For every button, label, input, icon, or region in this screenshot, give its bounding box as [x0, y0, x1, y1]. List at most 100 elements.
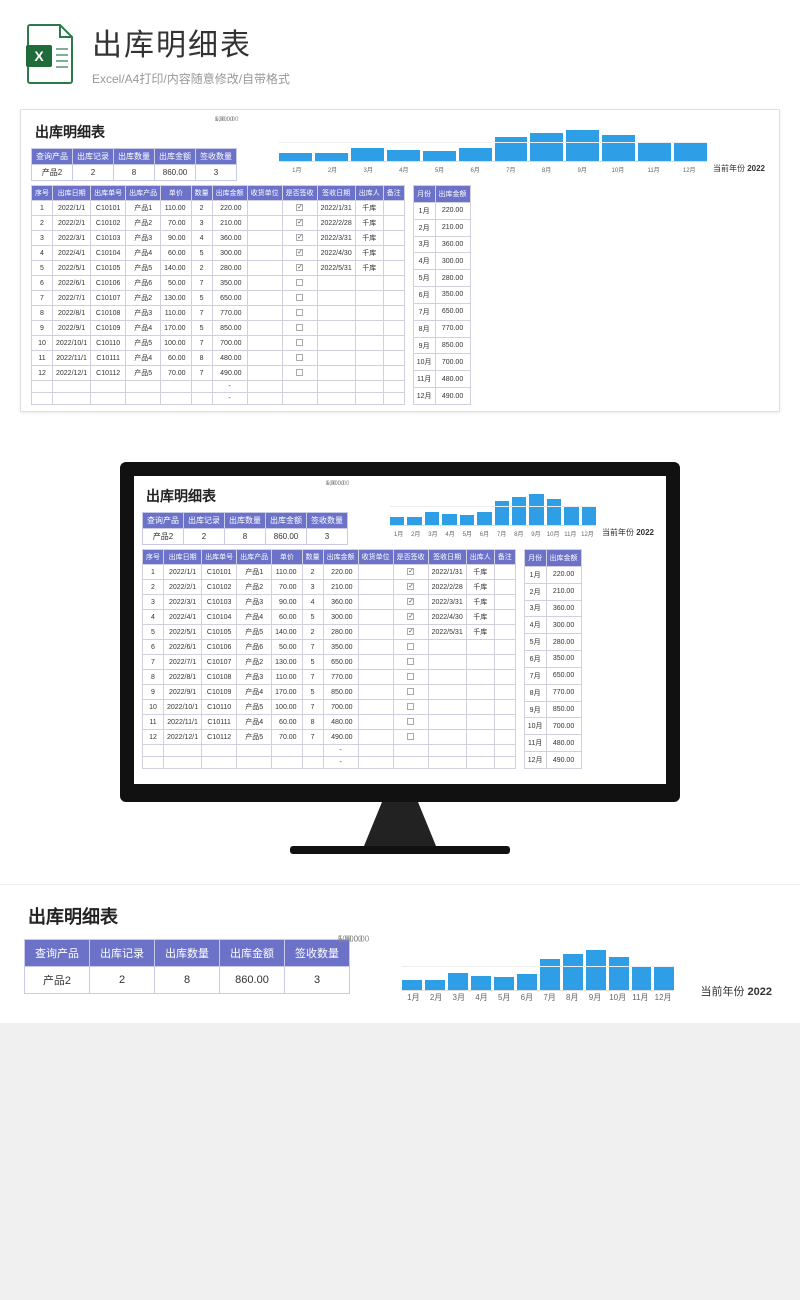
- year-tag: 当前年份 2022: [602, 527, 654, 538]
- chart-bar: [425, 980, 445, 990]
- table-row: 7月650.00: [524, 667, 581, 684]
- checkbox-icon: [407, 658, 414, 665]
- sheet-title: 出库明细表: [28, 903, 776, 929]
- checkbox-icon: [407, 598, 414, 605]
- checkbox-icon: [296, 354, 303, 361]
- table-row: 4月300.00: [524, 617, 581, 634]
- chart-bar: [638, 143, 671, 161]
- table-row: 62022/6/1C10106产品650.007350.00: [143, 640, 516, 655]
- chart-bar: [387, 150, 420, 161]
- checkbox-icon: [407, 568, 414, 575]
- checkbox-icon: [407, 733, 414, 740]
- table-row: 102022/10/1C10110产品5100.007700.00: [32, 336, 405, 351]
- table-row: 9月850.00: [413, 337, 470, 354]
- checkbox-icon: [296, 279, 303, 286]
- chart-bar: [602, 135, 635, 161]
- table-row: 32022/3/1C10103产品390.004360.002022/3/31千…: [32, 231, 405, 246]
- chart-bar: [674, 143, 707, 161]
- chart-bar: [512, 497, 526, 525]
- chart-bar: [407, 517, 421, 525]
- svg-text:X: X: [34, 48, 44, 64]
- bar-chart: 1,000.00500.00-1月2月3月4月5月6月7月8月9月10月11月1…: [358, 484, 596, 538]
- chart-bar: [564, 507, 578, 525]
- chart-bar: [529, 494, 543, 525]
- table-row: 12022/1/1C10101产品1110.002220.002022/1/31…: [32, 201, 405, 216]
- chart-bar: [632, 967, 652, 990]
- bottom-slice: 出库明细表 查询产品出库记录出库数量出库金额签收数量 产品228860.003 …: [0, 884, 800, 1023]
- checkbox-icon: [296, 309, 303, 316]
- checkbox-icon: [296, 219, 303, 226]
- table-row: 2月210.00: [524, 583, 581, 600]
- chart-bar: [423, 151, 456, 161]
- checkbox-icon: [407, 673, 414, 680]
- checkbox-icon: [296, 249, 303, 256]
- table-row: 22022/2/1C10102产品270.003210.002022/2/28千…: [143, 580, 516, 595]
- table-row: 1月220.00: [413, 202, 470, 219]
- table-row: 6月350.00: [413, 287, 470, 304]
- chart-bar: [425, 512, 439, 525]
- chart-bar: [530, 133, 563, 161]
- summary-table: 查询产品出库记录出库数量出库金额签收数量产品228860.003: [142, 512, 348, 545]
- chart-bar: [460, 515, 474, 525]
- table-row: 11月480.00: [413, 371, 470, 388]
- table-row: 102022/10/1C10110产品5100.007700.00: [143, 700, 516, 715]
- summary-table: 查询产品出库记录出库数量出库金额签收数量 产品228860.003: [24, 939, 350, 994]
- table-row: 82022/8/1C10108产品3110.007770.00: [143, 670, 516, 685]
- table-row: 2月210.00: [413, 219, 470, 236]
- checkbox-icon: [407, 643, 414, 650]
- chart-bar: [586, 950, 606, 990]
- checkbox-icon: [407, 718, 414, 725]
- chart-bar: [563, 954, 583, 990]
- chart-bar: [494, 977, 514, 990]
- table-row: 3月360.00: [413, 236, 470, 253]
- bar-chart: 1,000.00500.00-1月2月3月4月5月6月7月8月9月10月11月1…: [370, 939, 674, 1003]
- checkbox-icon: [296, 234, 303, 241]
- year-tag: 当前年份 2022: [700, 983, 772, 999]
- table-row: 9月850.00: [524, 701, 581, 718]
- table-row: 12月490.00: [524, 752, 581, 769]
- table-row: 92022/9/1C10109产品4170.005850.00: [143, 685, 516, 700]
- table-row: 92022/9/1C10109产品4170.005850.00: [32, 321, 405, 336]
- chart-bar: [390, 517, 404, 525]
- table-row: 4月300.00: [413, 253, 470, 270]
- table-row: 12022/1/1C10101产品1110.002220.002022/1/31…: [143, 565, 516, 580]
- table-row: 42022/4/1C10104产品460.005300.002022/4/30千…: [32, 246, 405, 261]
- table-row: 7月650.00: [413, 303, 470, 320]
- chart-bar: [477, 512, 491, 525]
- table-row: 112022/11/1C10111产品460.008480.00: [32, 351, 405, 366]
- chart-bar: [540, 959, 560, 990]
- sheet-title: 出库明细表: [146, 486, 348, 506]
- page-title: 出库明细表: [92, 20, 776, 64]
- table-row: 3月360.00: [524, 600, 581, 617]
- chart-bar: [547, 499, 561, 525]
- chart-bar: [442, 514, 456, 525]
- checkbox-icon: [296, 369, 303, 376]
- sheet-title: 出库明细表: [35, 122, 237, 142]
- excel-icon: X: [24, 23, 76, 85]
- table-row: 32022/3/1C10103产品390.004360.002022/3/31千…: [143, 595, 516, 610]
- summary-table: 查询产品出库记录出库数量出库金额签收数量产品228860.003: [31, 148, 237, 181]
- chart-bar: [315, 153, 348, 161]
- chart-bar: [448, 973, 468, 990]
- chart-bar: [582, 507, 596, 525]
- sheet-preview-card: 出库明细表查询产品出库记录出库数量出库金额签收数量产品228860.0031,0…: [20, 109, 780, 412]
- main-data-table: 序号出库日期出库单号出库产品单价数量出库金额收货单位是否签收签收日期出库人备注1…: [142, 549, 516, 769]
- table-row: 112022/11/1C10111产品460.008480.00: [143, 715, 516, 730]
- checkbox-icon: [407, 703, 414, 710]
- table-row: 82022/8/1C10108产品3110.007770.00: [32, 306, 405, 321]
- monitor-mockup: 出库明细表查询产品出库记录出库数量出库金额签收数量产品228860.003 1,0…: [0, 442, 800, 884]
- table-row: 72022/7/1C10107产品2130.005650.00: [143, 655, 516, 670]
- checkbox-icon: [296, 264, 303, 271]
- table-row: 52022/5/1C10105产品5140.002280.002022/5/31…: [32, 261, 405, 276]
- hero-header: X 出库明细表 Excel/A4打印/内容随意修改/自带格式: [0, 0, 800, 99]
- table-row: 5月280.00: [413, 270, 470, 287]
- chart-bar: [279, 153, 312, 161]
- main-data-table: 序号出库日期出库单号出库产品单价数量出库金额收货单位是否签收签收日期出库人备注1…: [31, 185, 405, 405]
- table-row: 6月350.00: [524, 651, 581, 668]
- table-row: 122022/12/1C10112产品570.007490.00: [143, 730, 516, 745]
- year-tag: 当前年份 2022: [713, 163, 765, 174]
- month-summary-table: 月份出库金额1月220.002月210.003月360.004月300.005月…: [524, 549, 582, 769]
- table-row: 5月280.00: [524, 634, 581, 651]
- checkbox-icon: [407, 628, 414, 635]
- table-row: 72022/7/1C10107产品2130.005650.00: [32, 291, 405, 306]
